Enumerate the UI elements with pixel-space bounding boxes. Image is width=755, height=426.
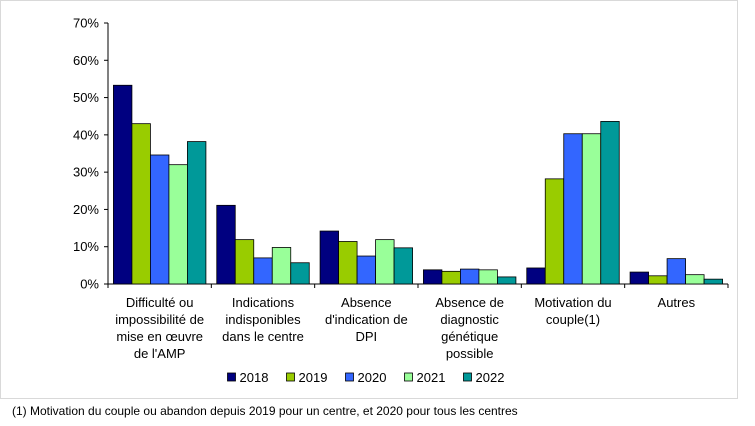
category-label: Difficulté ou impossibilité de mise en œuv… (115, 295, 204, 361)
bar-2022-4 (600, 121, 620, 285)
legend-label-2019: 2019 (299, 370, 328, 385)
category-label: Autres (658, 295, 696, 310)
y-tick-label: 50% (73, 90, 99, 105)
category-label: Indications indisponibles dans le centre (222, 295, 304, 344)
legend-label-2018: 2018 (240, 370, 269, 385)
legend-label-2021: 2021 (417, 370, 446, 385)
y-tick-label: 30% (73, 165, 99, 180)
legend-swatch-2020 (345, 372, 354, 382)
bar-2020-5 (666, 258, 686, 285)
bar-chart: 0% 10% 20% 30% 40% 50% 60% 70% Difficulté ou impo… (73, 16, 729, 385)
legend-swatch-2018 (227, 372, 236, 382)
bar-2022-2 (393, 247, 413, 285)
bar-2019-3 (441, 270, 461, 285)
legend-swatch-2019 (286, 372, 295, 382)
category-label: Absence de diagnostic génétique possible (435, 295, 504, 361)
y-tick-label: 20% (73, 202, 99, 217)
bar-2020-3 (460, 268, 480, 285)
bar-2018-1 (216, 204, 236, 285)
legend-label-2022: 2022 (476, 370, 505, 385)
bar-2018-0 (113, 84, 133, 285)
bar-2022-3 (497, 276, 517, 285)
bar-2020-1 (253, 257, 273, 285)
legend-swatch-2022 (463, 372, 472, 382)
y-tick-label: 60% (73, 53, 99, 68)
bar-2022-1 (290, 262, 310, 285)
bar-2018-3 (423, 269, 443, 285)
bar-2018-4 (526, 267, 546, 285)
y-tick-label: 40% (73, 127, 99, 142)
y-tick-label: 0% (80, 277, 99, 292)
bar-2020-4 (563, 133, 583, 285)
y-tick-label: 10% (73, 239, 99, 254)
bar-2019-0 (131, 123, 151, 285)
bar-2019-2 (338, 241, 358, 285)
footnote: (1) Motivation du couple ou abandon depu… (12, 404, 518, 418)
bar-2021-2 (375, 239, 395, 285)
bar-2020-0 (150, 154, 170, 285)
legend-swatch-2021 (404, 372, 413, 382)
legend-label-2020: 2020 (358, 370, 387, 385)
bar-2021-4 (581, 133, 602, 285)
bar-2021-5 (685, 274, 705, 285)
bar-2021-1 (271, 247, 292, 285)
bar-2019-4 (544, 178, 565, 285)
chart-frame: 0% 10% 20% 30% 40% 50% 60% 70% Difficulté ou impo… (0, 0, 738, 399)
y-tick-label: 70% (73, 16, 99, 31)
bar-2019-5 (648, 275, 668, 285)
category-label: Absence d'indication de DPI (325, 295, 408, 344)
bar-2022-5 (703, 278, 723, 285)
bar-2021-0 (168, 164, 188, 285)
bar-2021-3 (478, 269, 498, 285)
category-label: Motivation du couple(1) (534, 295, 611, 327)
bar-2018-5 (629, 271, 649, 285)
bar-2022-0 (187, 141, 207, 285)
bar-2019-1 (234, 239, 255, 285)
bar-2020-2 (356, 255, 376, 285)
bar-2018-2 (319, 230, 339, 285)
